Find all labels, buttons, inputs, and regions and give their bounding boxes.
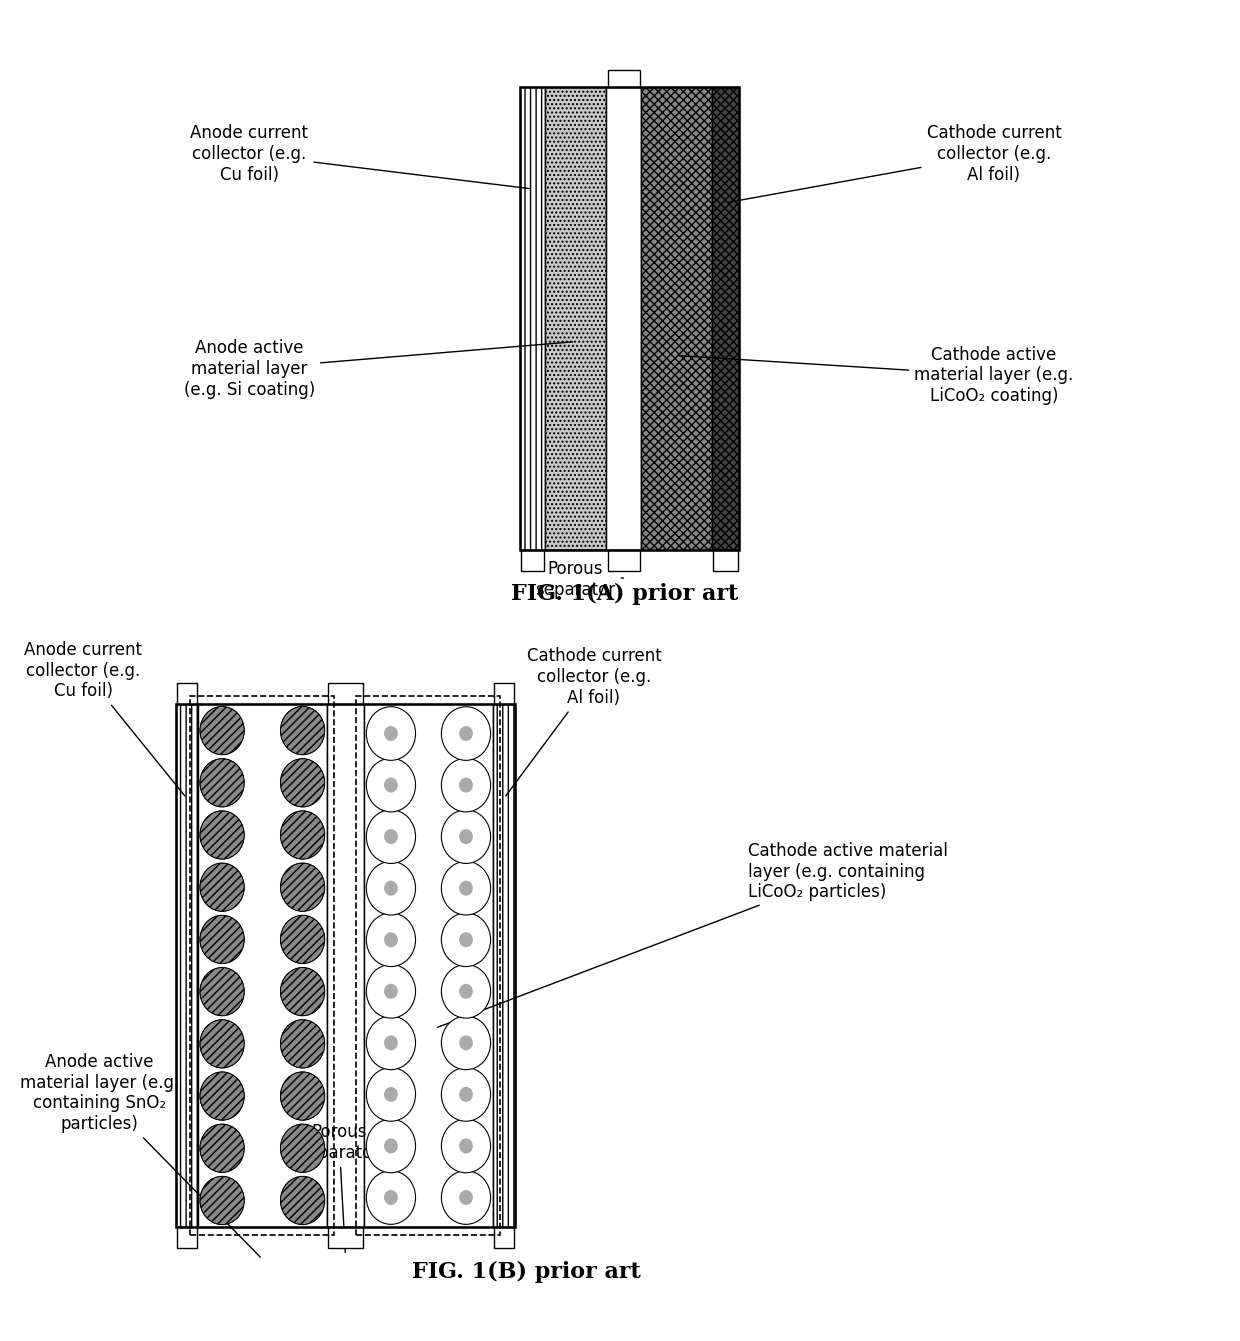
Circle shape: [366, 964, 415, 1018]
Bar: [641, 87, 712, 550]
Circle shape: [441, 1067, 491, 1121]
Circle shape: [441, 913, 491, 967]
Circle shape: [384, 829, 398, 843]
Circle shape: [384, 881, 398, 896]
Circle shape: [384, 1035, 398, 1050]
Circle shape: [200, 1176, 244, 1224]
Circle shape: [280, 864, 325, 912]
Circle shape: [280, 967, 325, 1015]
Bar: [544, 87, 606, 550]
Circle shape: [441, 810, 491, 864]
Circle shape: [200, 707, 244, 755]
Circle shape: [200, 759, 244, 807]
Circle shape: [200, 811, 244, 860]
Circle shape: [459, 881, 472, 896]
Circle shape: [280, 1019, 325, 1067]
Bar: [606, 87, 641, 550]
Circle shape: [384, 778, 398, 793]
Circle shape: [366, 1016, 415, 1070]
Circle shape: [384, 1189, 398, 1206]
Bar: [520, 87, 544, 550]
Bar: [197, 704, 327, 1227]
Bar: [329, 1227, 362, 1248]
Circle shape: [384, 725, 398, 742]
Circle shape: [280, 811, 325, 860]
Circle shape: [280, 916, 325, 964]
Circle shape: [280, 759, 325, 807]
Circle shape: [384, 984, 398, 999]
Circle shape: [200, 916, 244, 964]
Bar: [495, 1227, 515, 1248]
Circle shape: [384, 1139, 398, 1153]
Text: Anode active
material layer
(e.g. Si coating): Anode active material layer (e.g. Si coa…: [184, 339, 573, 398]
Bar: [521, 550, 543, 571]
Circle shape: [200, 1124, 244, 1172]
Circle shape: [366, 1067, 415, 1121]
Circle shape: [366, 810, 415, 864]
Circle shape: [441, 964, 491, 1018]
Bar: [494, 704, 515, 1227]
Bar: [177, 683, 196, 704]
Text: Porous
separator: Porous separator: [299, 1124, 379, 1252]
Circle shape: [366, 758, 415, 811]
Text: FIG. 1(B) prior art: FIG. 1(B) prior art: [412, 1261, 641, 1282]
Circle shape: [384, 1088, 398, 1102]
Circle shape: [441, 1120, 491, 1173]
Circle shape: [366, 1171, 415, 1224]
Text: Cathode active material
layer (e.g. containing
LiCoO₂ particles): Cathode active material layer (e.g. cont…: [438, 842, 947, 1027]
Bar: [520, 87, 739, 550]
Bar: [327, 704, 363, 1227]
Bar: [329, 683, 362, 704]
Circle shape: [200, 864, 244, 912]
Circle shape: [200, 1019, 244, 1067]
Text: Cathode current
collector (e.g.
Al foil): Cathode current collector (e.g. Al foil): [728, 125, 1061, 202]
Circle shape: [441, 758, 491, 811]
Bar: [712, 87, 739, 550]
Circle shape: [459, 829, 472, 843]
Bar: [191, 696, 335, 1235]
Circle shape: [459, 1088, 472, 1102]
Bar: [608, 70, 640, 87]
Circle shape: [280, 1176, 325, 1224]
Bar: [176, 704, 197, 1227]
Bar: [356, 696, 501, 1235]
Circle shape: [459, 1139, 472, 1153]
Circle shape: [280, 707, 325, 755]
Circle shape: [366, 861, 415, 915]
Bar: [495, 683, 515, 704]
Circle shape: [459, 932, 472, 947]
Circle shape: [280, 1071, 325, 1120]
Circle shape: [366, 1120, 415, 1173]
Bar: [363, 704, 494, 1227]
Text: Cathode current
collector (e.g.
Al foil): Cathode current collector (e.g. Al foil): [506, 648, 661, 797]
Circle shape: [366, 913, 415, 967]
Text: Anode active
material layer (e.g.
containing SnO₂
particles): Anode active material layer (e.g. contai…: [20, 1053, 260, 1258]
Bar: [177, 1227, 196, 1248]
Circle shape: [459, 984, 472, 999]
Circle shape: [441, 1171, 491, 1224]
Bar: [713, 550, 738, 571]
Bar: [608, 550, 640, 571]
Circle shape: [459, 725, 472, 742]
Text: Porous
separator: Porous separator: [536, 561, 624, 598]
Text: Cathode active
material layer (e.g.
LiCoO₂ coating): Cathode active material layer (e.g. LiCo…: [680, 346, 1074, 405]
Circle shape: [384, 932, 398, 947]
Circle shape: [441, 861, 491, 915]
Circle shape: [459, 1189, 472, 1206]
Circle shape: [200, 967, 244, 1015]
Circle shape: [441, 707, 491, 760]
Circle shape: [459, 778, 472, 793]
Circle shape: [366, 707, 415, 760]
Bar: [176, 704, 515, 1227]
Circle shape: [459, 1035, 472, 1050]
Text: Anode current
collector (e.g.
Cu foil): Anode current collector (e.g. Cu foil): [25, 641, 185, 797]
Circle shape: [441, 1016, 491, 1070]
Circle shape: [280, 1124, 325, 1172]
Text: Anode current
collector (e.g.
Cu foil): Anode current collector (e.g. Cu foil): [191, 125, 529, 189]
Circle shape: [200, 1071, 244, 1120]
Text: FIG. 1(A) prior art: FIG. 1(A) prior art: [511, 583, 738, 605]
